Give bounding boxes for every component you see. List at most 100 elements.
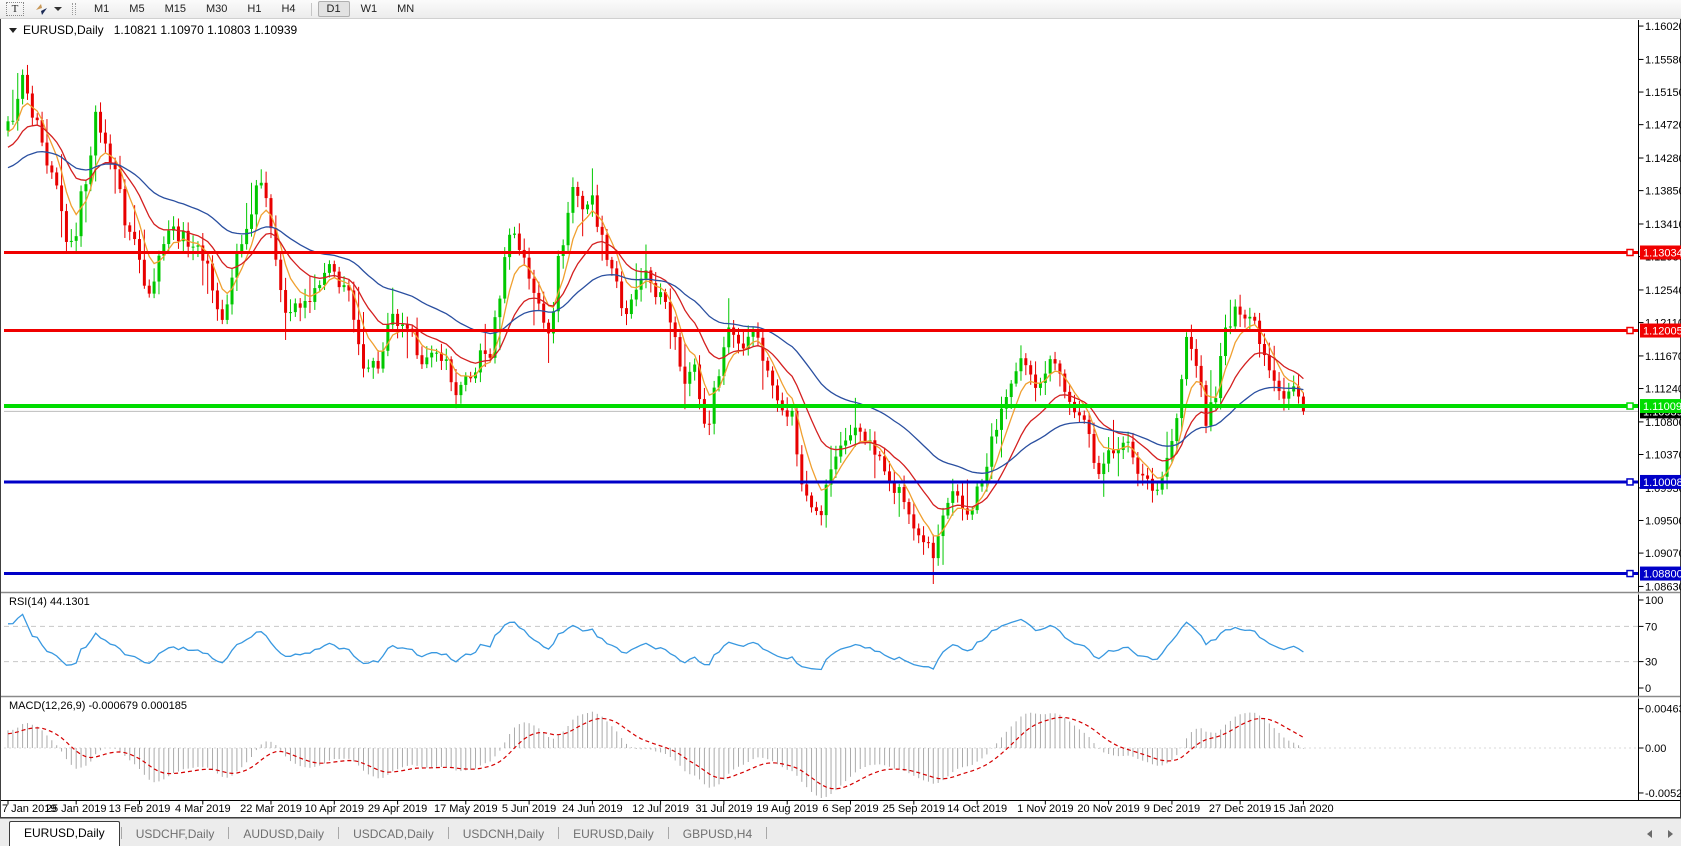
dropdown-caret-icon[interactable] [54, 7, 62, 11]
candle-body [45, 143, 48, 166]
candle-body [1010, 384, 1013, 397]
timeframe-button-M30[interactable]: M30 [197, 1, 236, 17]
candle-body [990, 436, 993, 466]
chart-tab-EURUSD-Daily[interactable]: EURUSD,Daily [560, 823, 667, 846]
tab-scroll-left-icon[interactable] [1647, 830, 1652, 838]
candle-body [70, 241, 73, 242]
candle-body [367, 368, 370, 369]
timeframe-button-MN[interactable]: MN [388, 1, 423, 17]
candle-body [503, 257, 506, 298]
candle-body [489, 354, 492, 358]
timeframe-button-H1[interactable]: H1 [238, 1, 270, 17]
candle-body [226, 304, 229, 320]
candle-body [148, 286, 151, 294]
timeframe-button-M1[interactable]: M1 [85, 1, 118, 17]
candle-body [815, 507, 818, 511]
tab-divider [668, 827, 669, 839]
candle-body [401, 325, 404, 326]
date-tick-label: 24 Jun 2019 [562, 803, 623, 815]
candle-body [1122, 443, 1125, 450]
chart-tab-USDCNH-Daily[interactable]: USDCNH,Daily [450, 823, 557, 846]
candle-body [1146, 475, 1149, 478]
candle-body [562, 245, 565, 256]
candle-body [1185, 337, 1188, 379]
candle-body [80, 191, 83, 236]
price-chart[interactable]: 1.160201.155801.151501.147201.142801.138… [0, 0, 1681, 818]
toolbar-grip[interactable] [72, 3, 76, 15]
candle-body [532, 279, 535, 293]
candle-body [1029, 365, 1032, 374]
timeframe-button-M5[interactable]: M5 [120, 1, 153, 17]
candle-body [445, 359, 448, 361]
candle-body [1180, 379, 1183, 418]
candle-body [377, 361, 380, 369]
candle-body [459, 385, 462, 395]
rsi-tick-label: 30 [1645, 657, 1657, 669]
candle-body [805, 484, 808, 495]
candle-body [11, 121, 14, 122]
candle-body [1234, 307, 1237, 327]
date-tick-label: 20 Nov 2019 [1077, 803, 1139, 815]
timeframe-button-W1[interactable]: W1 [352, 1, 387, 17]
candle-body [1000, 409, 1003, 430]
text-tool-button[interactable]: T [6, 2, 24, 16]
candle-body [1156, 490, 1159, 491]
candle-body [864, 432, 867, 442]
symbol-dropdown-icon[interactable] [9, 28, 17, 33]
candle-body [123, 189, 126, 225]
timeframe-button-D1[interactable]: D1 [318, 1, 350, 17]
chart-tab-GBPUSD-H4[interactable]: GBPUSD,H4 [670, 823, 765, 846]
hline-handle-1.13034[interactable] [1627, 249, 1633, 255]
candle-body [1117, 450, 1120, 453]
date-tick-label: 1 Nov 2019 [1017, 803, 1073, 815]
candle-body [133, 232, 136, 239]
candle-body [995, 430, 998, 437]
hline-handle-1.12005[interactable] [1627, 328, 1633, 334]
candle-body [586, 205, 589, 210]
candle-body [669, 302, 672, 323]
candle-body [1049, 359, 1052, 373]
candle-body [196, 245, 199, 246]
candle-body [630, 300, 633, 315]
candle-body [961, 496, 964, 509]
hline-handle-1.11009[interactable] [1627, 403, 1633, 409]
hline-handle-1.08800[interactable] [1627, 571, 1633, 577]
candle-body [839, 446, 842, 457]
candle-body [65, 211, 68, 242]
candle-body [1229, 326, 1232, 327]
candle-body [912, 514, 915, 528]
candle-body [786, 410, 789, 416]
chart-tab-USDCAD-Daily[interactable]: USDCAD,Daily [340, 823, 447, 846]
candle-body [927, 542, 930, 543]
hline-handle-1.10008[interactable] [1627, 479, 1633, 485]
date-tick-label: 25 Jan 2019 [46, 803, 107, 815]
candle-body [693, 365, 696, 372]
candle-body [937, 536, 940, 558]
candle-body [323, 273, 326, 285]
tab-divider [766, 827, 767, 839]
arrange-windows-icon[interactable] [34, 3, 49, 16]
candle-body [1112, 450, 1115, 453]
candle-body [464, 376, 467, 385]
candle-body [708, 424, 711, 425]
timeframe-button-H4[interactable]: H4 [272, 1, 304, 17]
candle-body [177, 226, 180, 241]
chart-tab-USDCHF-Daily[interactable]: USDCHF,Daily [123, 823, 228, 846]
candle-body [1136, 457, 1139, 473]
candle-body [1083, 415, 1086, 419]
chart-tab-EURUSD-Daily[interactable]: EURUSD,Daily [9, 821, 120, 846]
rsi-tick-label: 0 [1645, 683, 1651, 695]
tab-divider [121, 827, 122, 839]
tab-scroll-right-icon[interactable] [1668, 830, 1673, 838]
date-tick-label: 10 Apr 2019 [305, 803, 364, 815]
candle-body [128, 225, 131, 231]
candle-body [942, 516, 945, 537]
candle-body [294, 303, 297, 312]
timeframe-button-M15[interactable]: M15 [156, 1, 195, 17]
candle-body [737, 335, 740, 344]
date-tick-label: 4 Mar 2019 [175, 803, 231, 815]
chart-tab-AUDUSD-Daily[interactable]: AUDUSD,Daily [230, 823, 337, 846]
date-tick-label: 13 Feb 2019 [109, 803, 171, 815]
candle-body [1175, 418, 1178, 441]
candle-body [1253, 317, 1256, 321]
